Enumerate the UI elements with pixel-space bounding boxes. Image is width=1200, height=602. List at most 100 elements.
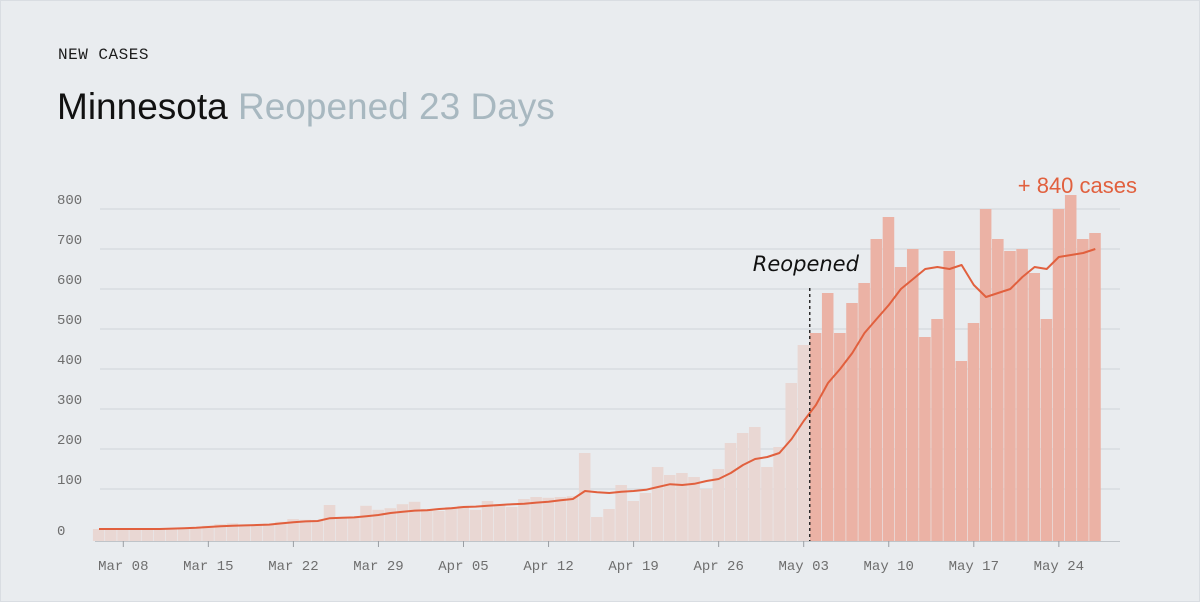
chart-title: Minnesota Reopened 23 Days [57,86,555,128]
bar [797,345,810,541]
bar [360,505,372,541]
bar [323,505,336,541]
bar [992,239,1004,541]
bar [894,267,907,541]
bar [785,383,798,541]
y-tick-label: 400 [57,353,82,369]
bar [263,523,275,541]
bar [518,499,530,541]
bar [506,507,518,541]
x-tick-label: Mar 22 [268,559,318,575]
total-cases-label: + 840 cases [1018,173,1137,198]
bar [578,453,591,541]
bar [1028,273,1041,541]
bar [481,501,494,541]
bar [1016,249,1028,541]
bar [457,505,469,541]
bar [177,527,190,541]
bar [335,517,348,541]
bar [554,497,567,541]
y-tick-label: 0 [57,524,65,540]
bar [967,323,980,541]
bar [1052,209,1065,541]
x-tick-label: May 10 [864,559,914,575]
x-tick-label: May 03 [778,559,828,575]
bar [420,509,433,541]
bar [396,504,409,541]
bar [141,529,154,541]
bar [1040,319,1053,541]
bar [384,508,397,541]
bar [882,217,895,541]
average-line [99,248,1096,530]
x-tick-label: Mar 15 [183,559,233,575]
bar [639,493,652,541]
bar [493,504,506,541]
bar [919,337,931,541]
x-tick-label: May 17 [949,559,999,575]
bar [238,525,251,541]
bar [469,509,482,541]
x-tick-label: Mar 08 [98,559,148,575]
bar [1004,251,1016,541]
bar [566,496,579,541]
bar [736,433,749,541]
x-tick-label: Apr 26 [693,559,743,575]
bar [105,529,117,541]
chart-eyebrow: NEW CASES [58,46,149,64]
x-axis-ticks: Mar 08 Mar 15 Mar 22 Mar 29 Apr 05 Apr 12 Apr … [98,541,1084,575]
bar [190,527,202,541]
y-tick-label: 500 [57,313,82,329]
bar [870,239,883,541]
bar [663,475,676,541]
x-tick-label: Apr 12 [523,559,573,575]
bar [676,473,688,541]
bar [1064,195,1077,541]
bar [226,523,239,541]
bar [1089,233,1101,541]
bar [433,511,445,541]
bar [275,521,287,541]
reopened-subtitle: Reopened 23 Days [238,86,555,127]
bar [92,529,105,541]
bar [117,529,129,541]
bar [931,319,943,541]
reopened-label: Reopened [753,252,860,276]
bar [1077,239,1089,541]
bar [627,501,640,541]
y-tick-label: 700 [57,233,82,249]
bar [287,519,299,541]
bar [773,447,785,541]
x-tick-label: Mar 29 [353,559,403,575]
bar [372,509,384,541]
bar [809,333,822,541]
state-name: Minnesota [57,86,228,127]
bar [724,443,737,541]
bar [834,333,846,541]
bar [979,209,992,541]
bar [749,427,761,541]
bar [214,524,226,541]
bar [858,283,870,541]
bars [92,195,1101,541]
bar [408,501,421,541]
bar [311,521,324,541]
y-tick-label: 800 [57,193,82,209]
x-tick-label: May 24 [1034,559,1084,575]
bar [299,519,312,541]
bar [955,361,968,541]
bar [943,251,955,541]
bar [542,497,555,541]
bar [651,467,664,541]
bar [846,303,858,541]
bar [591,517,603,541]
bar [906,249,919,541]
bar [712,469,725,541]
y-tick-label: 300 [57,393,82,409]
bar [153,528,166,541]
bar [129,529,141,541]
y-axis-ticks: 0 100 200 300 400 500 600 700 800 [57,193,82,540]
bar [603,509,615,541]
bar [688,477,700,541]
